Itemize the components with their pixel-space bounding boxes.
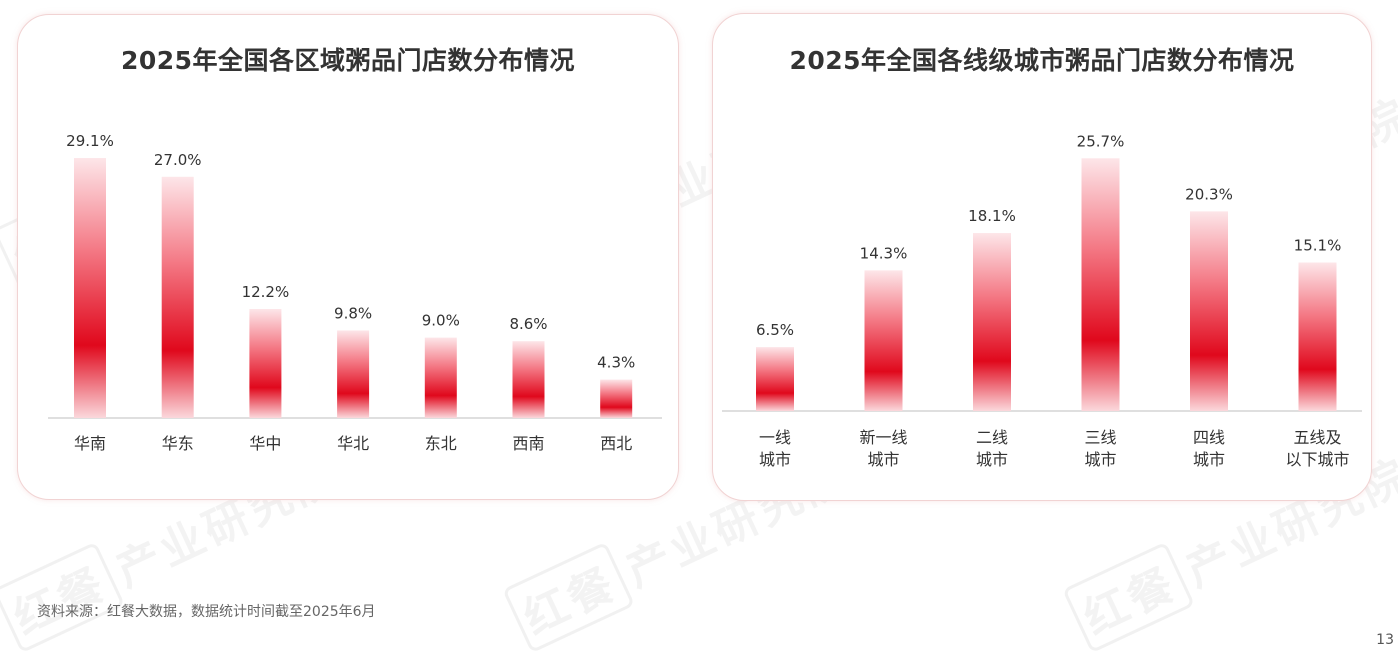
tick-label: 华东: [162, 434, 194, 453]
bar: [973, 233, 1011, 411]
tick-label: 二线: [976, 428, 1008, 447]
tick-label: 华南: [74, 434, 106, 453]
city-tier-chart-panel: 2025年全国各线级城市粥品门店数分布情况: [712, 13, 1372, 501]
bar: [337, 330, 370, 418]
source-footnote: 资料来源：红餐大数据，数据统计时间截至2025年6月: [37, 604, 376, 620]
tick-label: 西北: [600, 434, 632, 453]
tick-label: 五线及: [1293, 428, 1341, 447]
bar: [424, 337, 457, 418]
tick-label: 西南: [512, 434, 544, 453]
bar: [161, 176, 194, 418]
bar: [1081, 158, 1120, 411]
bar: [74, 158, 106, 419]
tick-label: 一线: [759, 428, 791, 447]
tick-label: 城市: [1084, 450, 1116, 469]
tick-label: 东北: [425, 434, 457, 453]
region-chart-panel: 2025年全国各区域粥品门店数分布情况: [17, 14, 679, 500]
tick-label: 华中: [249, 434, 281, 453]
data-label: 9.8%: [334, 304, 372, 322]
data-label: 14.3%: [860, 244, 908, 262]
data-label: 6.5%: [756, 321, 794, 339]
page-number: 13: [1376, 632, 1394, 648]
data-label: 15.1%: [1294, 237, 1342, 255]
data-label: 20.3%: [1185, 185, 1233, 203]
tick-label: 以下城市: [1285, 450, 1349, 469]
chart-title: 2025年全国各区域粥品门店数分布情况: [120, 46, 576, 75]
bar: [756, 347, 794, 411]
tick-label: 四线: [1193, 428, 1225, 447]
bar: [864, 270, 903, 411]
bar: [600, 379, 633, 418]
data-label: 18.1%: [968, 207, 1016, 225]
tick-label: 新一线: [859, 428, 907, 447]
tick-label: 城市: [976, 450, 1008, 469]
chart-title: 2025年全国各线级城市粥品门店数分布情况: [789, 46, 1295, 75]
tick-label: 华北: [337, 434, 369, 453]
data-label: 4.3%: [597, 354, 635, 372]
data-label: 25.7%: [1077, 132, 1125, 150]
bar: [512, 341, 545, 418]
tick-label: 三线: [1084, 428, 1116, 447]
bar: [1298, 262, 1337, 411]
data-label: 8.6%: [509, 315, 547, 333]
data-label: 29.1%: [66, 132, 114, 150]
bar: [249, 309, 282, 418]
tick-label: 城市: [759, 450, 791, 469]
data-label: 9.0%: [422, 312, 460, 330]
data-label: 12.2%: [242, 283, 290, 301]
data-label: 27.0%: [154, 151, 202, 169]
tick-label: 城市: [1193, 450, 1225, 469]
tick-label: 城市: [867, 450, 899, 469]
bar: [1190, 211, 1228, 411]
